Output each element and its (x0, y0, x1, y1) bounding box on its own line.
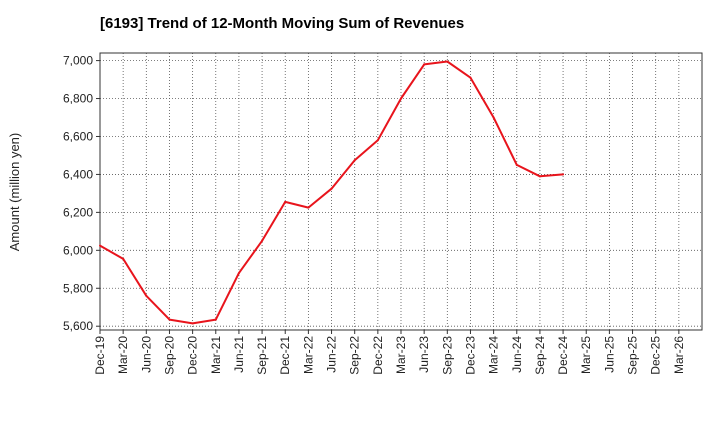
x-tick-label: Jun-22 (325, 336, 339, 373)
revenue-data-point (515, 163, 518, 166)
x-tick-label: Sep-22 (348, 336, 362, 375)
x-tick-label: Jun-25 (602, 336, 616, 373)
x-tick-label: Mar-26 (672, 336, 686, 374)
y-tick-label: 5,800 (63, 281, 93, 295)
revenue-data-point (191, 322, 194, 325)
y-tick-label: 5,600 (63, 319, 93, 333)
x-tick-label: Dec-21 (278, 336, 292, 375)
revenue-data-point (562, 173, 565, 176)
revenue-data-point (168, 318, 171, 321)
revenue-data-point (446, 60, 449, 63)
x-tick-label: Jun-24 (510, 336, 524, 373)
revenue-data-point (353, 159, 356, 162)
x-tick-label: Mar-23 (394, 336, 408, 374)
chart-title: [6193] Trend of 12-Month Moving Sum of R… (100, 15, 465, 32)
x-tick-label: Mar-21 (209, 336, 223, 374)
x-tick-label: Mar-22 (301, 336, 315, 374)
x-tick-label: Dec-20 (186, 336, 200, 375)
y-tick-label: 6,200 (63, 205, 93, 219)
x-tick-label: Sep-24 (533, 336, 547, 375)
y-tick-label: 6,400 (63, 167, 93, 181)
axis-layer (96, 52, 703, 334)
x-tick-label: Mar-24 (487, 336, 501, 374)
x-tick-label: Sep-20 (162, 336, 176, 375)
y-axis-label: Amount (million yen) (7, 133, 22, 252)
revenue-data-point (284, 200, 287, 203)
x-tick-label: Dec-19 (93, 336, 107, 375)
y-tick-label: 7,000 (63, 54, 93, 68)
revenue-data-point (237, 272, 240, 275)
x-tick-label: Dec-24 (556, 336, 570, 375)
x-tick-label: Sep-23 (440, 336, 454, 375)
tick-label-layer: 5,600 5,800 6,000 6,200 6,400 6,600 6,800 7,000… (63, 54, 686, 375)
y-tick-label: 6,000 (63, 243, 93, 257)
x-tick-label: Jun-20 (139, 336, 153, 373)
x-tick-label: Mar-20 (116, 336, 130, 374)
revenue-data-point (99, 244, 101, 247)
x-tick-label: Mar-25 (579, 336, 593, 374)
x-tick-label: Sep-25 (626, 336, 640, 375)
revenue-data-point (423, 63, 426, 66)
x-tick-label: Dec-22 (371, 336, 385, 375)
revenue-data-point (400, 97, 402, 100)
revenue-data-point (538, 175, 541, 178)
revenue-data-point (330, 187, 333, 190)
grid-layer (100, 53, 702, 330)
revenue-data-point (376, 139, 379, 142)
x-tick-label: Jun-21 (232, 336, 246, 373)
y-tick-label: 6,600 (63, 129, 93, 143)
y-tick-label: 6,800 (63, 92, 93, 106)
revenue-data-point (214, 318, 217, 321)
revenue-data-point (145, 294, 148, 297)
x-tick-label: Jun-23 (417, 336, 431, 373)
revenue-data-point (261, 239, 264, 242)
x-tick-label: Dec-23 (463, 336, 477, 375)
revenue-data-point (307, 206, 310, 209)
series-layer (99, 60, 565, 325)
revenue-data-point (469, 76, 472, 79)
revenue-data-point (122, 257, 125, 260)
x-tick-label: Dec-25 (649, 336, 663, 375)
revenue-data-point (492, 116, 495, 119)
x-tick-label: Sep-21 (255, 336, 269, 375)
